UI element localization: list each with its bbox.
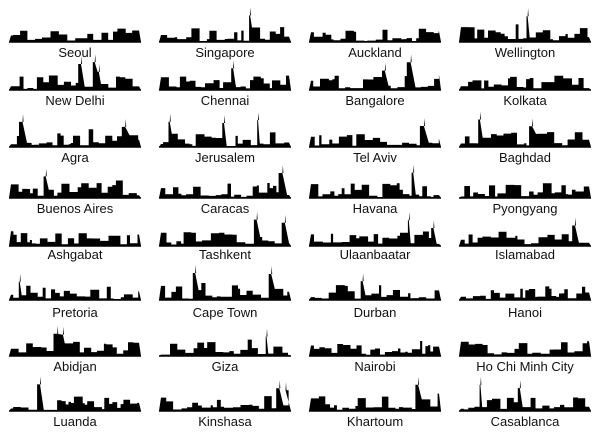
city-label: Tashkent xyxy=(199,247,251,262)
skyline xyxy=(309,212,441,246)
skyline xyxy=(459,217,591,246)
skyline xyxy=(459,8,591,43)
city-label: Ashgabat xyxy=(48,247,103,262)
skyline xyxy=(9,28,141,42)
skyline xyxy=(159,60,291,90)
city-label: Kolkata xyxy=(503,93,547,108)
city-label: Bangalore xyxy=(345,93,404,108)
skyline xyxy=(309,376,441,411)
skyline xyxy=(9,54,141,90)
city-label: Khartoum xyxy=(347,414,403,429)
skyline xyxy=(9,325,141,356)
skyline xyxy=(159,328,291,356)
city-label: Durban xyxy=(354,305,397,320)
skyline xyxy=(309,273,441,300)
city-label: Cape Town xyxy=(193,305,258,320)
skyline xyxy=(309,164,441,198)
city-label: Baghdad xyxy=(499,150,551,165)
skyline xyxy=(9,231,141,246)
city-label: Pyongyang xyxy=(492,201,557,216)
city-label: Kinshasa xyxy=(198,414,252,429)
skyline xyxy=(9,376,141,411)
city-label: Giza xyxy=(212,359,240,374)
skyline xyxy=(159,211,291,246)
city-label: Caracas xyxy=(201,201,250,216)
skyline xyxy=(159,7,291,42)
city-label: Seoul xyxy=(58,45,91,60)
city-label: Pretoria xyxy=(52,305,98,320)
skyline xyxy=(159,165,291,198)
skyline xyxy=(459,341,591,356)
skyline xyxy=(459,183,591,198)
skyline xyxy=(459,286,591,300)
city-label: Ho Chi Minh City xyxy=(476,359,574,374)
city-label: Buenos Aires xyxy=(37,201,114,216)
city-label: New Delhi xyxy=(45,93,104,108)
city-label: Tel Aviv xyxy=(353,150,397,165)
skyline xyxy=(159,380,291,411)
skyline xyxy=(159,265,291,300)
city-label: Wellington xyxy=(495,45,555,60)
city-label: Ulaanbaatar xyxy=(340,247,411,262)
skyline xyxy=(309,341,441,356)
skyline xyxy=(159,112,291,147)
skyline xyxy=(309,118,441,147)
skyline xyxy=(309,28,441,42)
city-label: Singapore xyxy=(195,45,254,60)
city-label: Jerusalem xyxy=(195,150,255,165)
city-label: Auckland xyxy=(348,45,401,60)
city-label: Chennai xyxy=(201,93,250,108)
skyline xyxy=(459,75,591,90)
city-label: Abidjan xyxy=(53,359,96,374)
skyline xyxy=(309,54,441,90)
city-label: Casablanca xyxy=(491,414,560,429)
city-label: Agra xyxy=(61,150,89,165)
city-label: Hanoi xyxy=(508,305,542,320)
skyline xyxy=(459,376,591,411)
skyline xyxy=(9,168,141,198)
skyline xyxy=(9,113,141,147)
city-label: Havana xyxy=(353,201,399,216)
city-label: Luanda xyxy=(53,414,97,429)
skyline xyxy=(459,111,591,147)
city-label: Nairobi xyxy=(354,359,395,374)
city-label: Islamabad xyxy=(495,247,555,262)
skyline xyxy=(9,273,141,300)
